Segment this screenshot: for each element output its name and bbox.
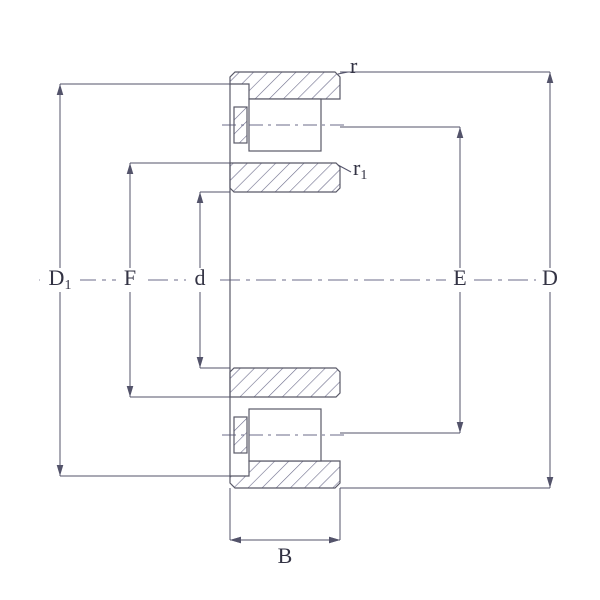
dim-label-F: F xyxy=(124,265,136,290)
annotation-r1: r1 xyxy=(353,155,367,183)
dim-label-E: E xyxy=(453,265,466,290)
bearing-diagram: DED1FdBrr1 xyxy=(0,0,600,600)
dim-label-B: B xyxy=(278,543,293,568)
dim-label-D: D xyxy=(542,265,558,290)
dim-label-d: d xyxy=(195,265,206,290)
annotation-r: r xyxy=(350,53,358,78)
